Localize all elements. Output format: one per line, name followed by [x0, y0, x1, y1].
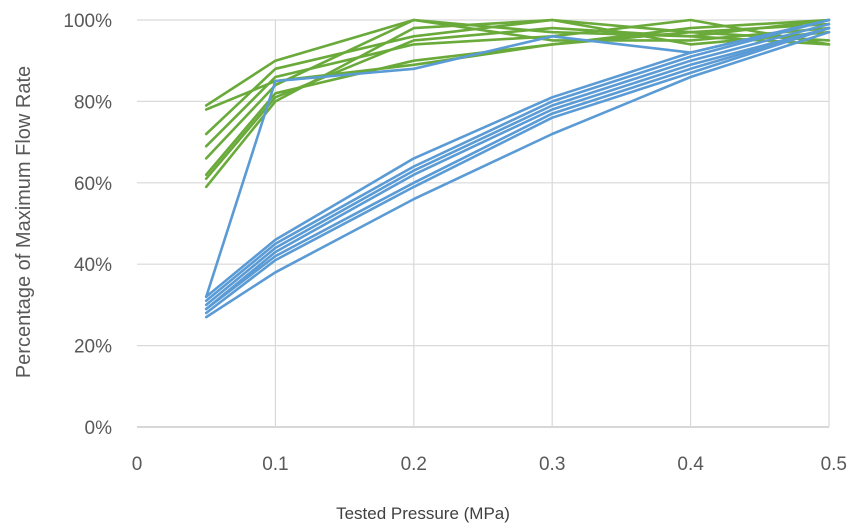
x-tick-label: 0.1 [262, 454, 288, 475]
y-tick-label: 40% [74, 255, 112, 276]
x-tick-labels: 0 0.1 0.2 0.3 0.4 0.5 [132, 454, 847, 475]
blue-series-line-11 [204, 18, 831, 303]
data-series [204, 18, 831, 319]
x-tick-label: 0 [132, 454, 143, 475]
x-tick-label: 0.4 [677, 454, 704, 475]
y-tick-label: 100% [63, 11, 112, 32]
x-tick-label: 0.3 [539, 454, 565, 475]
blue-series-line-13 [204, 26, 831, 311]
y-tick-label: 60% [74, 174, 112, 195]
blue-series-line-15 [204, 26, 831, 315]
grid-lines [137, 19, 830, 428]
y-tick-label: 0% [85, 418, 113, 439]
x-tick-label: 0.5 [821, 454, 847, 475]
blue-series-line-12 [204, 22, 831, 307]
green-series-line-7 [204, 26, 831, 180]
blue-series-line-10 [204, 18, 831, 299]
blue-series-line-14 [204, 26, 831, 311]
green-series-line-2 [204, 30, 831, 111]
green-series-line-3 [204, 18, 831, 136]
y-tick-label: 20% [74, 337, 112, 358]
x-tick-label: 0.2 [401, 454, 427, 475]
x-axis-label: Tested Pressure (MPa) [336, 504, 510, 523]
y-tick-labels: 0% 20% 40% 60% 80% 100% [63, 11, 112, 439]
green-series-line-4 [204, 18, 831, 148]
blue-series-line-16 [204, 30, 831, 319]
y-axis-label: Percentage of Maximum Flow Rate [13, 66, 35, 378]
y-tick-label: 80% [74, 92, 112, 113]
